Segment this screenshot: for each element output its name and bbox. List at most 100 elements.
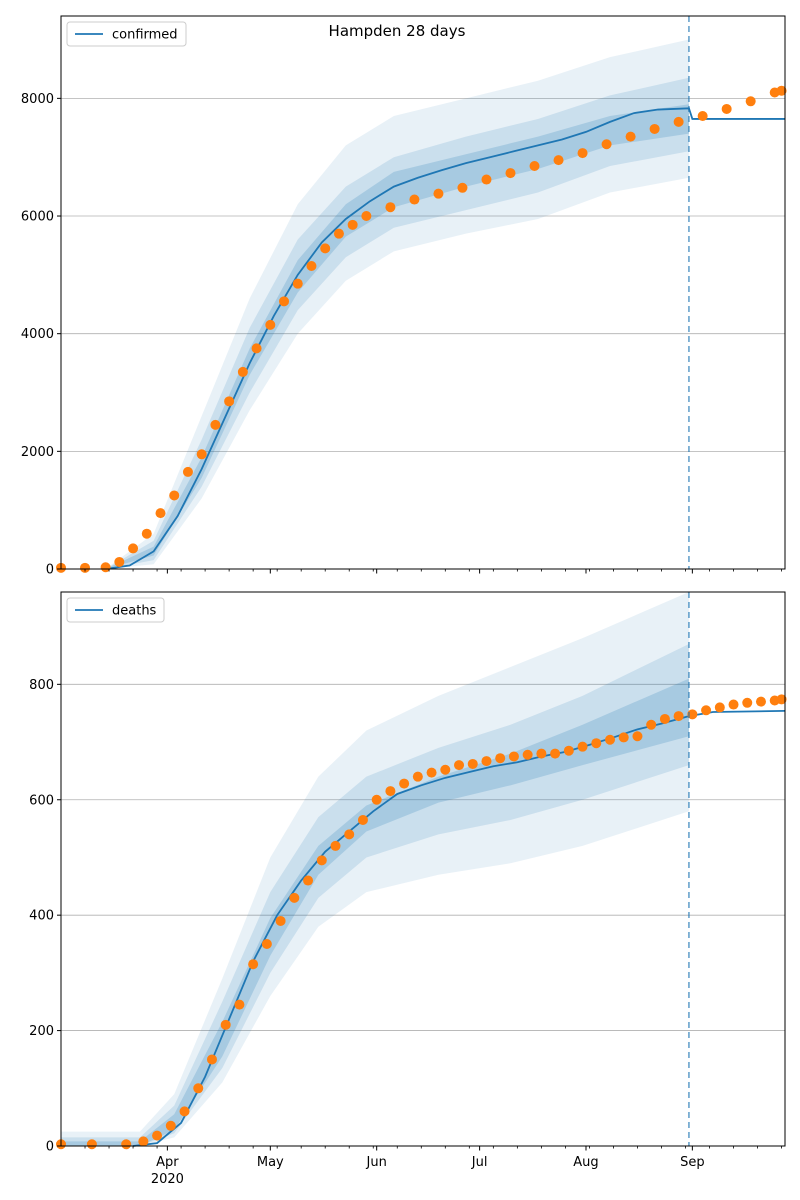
panel-2-observed-point-27 xyxy=(467,758,478,769)
panel-1-observed-point-37 xyxy=(745,96,756,107)
panel-2-observed-point-35 xyxy=(577,741,588,752)
panel-2-observed-point-19 xyxy=(357,814,368,825)
panel-2-frame xyxy=(60,591,786,1147)
panel-1-observed-point-26 xyxy=(481,174,492,185)
panel-2-observed-point-50 xyxy=(776,694,787,705)
panel-2-band-2 xyxy=(61,678,689,1146)
panel-1-observed-point-13 xyxy=(251,343,262,354)
panel-1-ytick-label-3: 6000 xyxy=(21,210,54,225)
panel-2-band-0 xyxy=(61,592,689,1146)
panel-2-observed-point-23 xyxy=(412,771,423,782)
panel-2-observed-point-8 xyxy=(206,1054,217,1065)
panel-2-observed-point-42 xyxy=(673,711,684,722)
panel-2-observed-point-17 xyxy=(330,840,341,851)
panel-2-deaths-line xyxy=(132,709,786,1147)
panel-1-observed-point-9 xyxy=(196,449,207,460)
panel-2-ytick-label-3: 600 xyxy=(29,793,54,808)
panel-1-observed-point-2 xyxy=(100,562,111,573)
panel-2-observed-point-1 xyxy=(86,1139,97,1150)
panel-2-xtick-label-0: Apr xyxy=(156,1155,179,1170)
panel-2-ytick-label-2: 400 xyxy=(29,909,54,924)
panel-1-observed-point-36 xyxy=(721,103,732,114)
panel-1-observed-point-1 xyxy=(80,562,91,573)
panel-1-observed-point-25 xyxy=(457,182,468,193)
panel-1-plot: 0 2000 4000 6000 8000 confirmed xyxy=(21,15,787,578)
panel-2-observed-point-14 xyxy=(289,892,300,903)
panel-2-observed-point-15 xyxy=(303,875,314,886)
panel-1-observed-point-11 xyxy=(224,396,235,407)
panel-2-observed-point-3 xyxy=(138,1136,149,1147)
panel-1-ytick-label-0: 0 xyxy=(46,563,54,578)
panel-2-observed-point-48 xyxy=(755,696,766,707)
panel-2-xtick-label-4: Aug xyxy=(573,1155,598,1170)
panel-1-observed-point-29 xyxy=(553,155,564,166)
panel-2-xtick-label-2: Jun xyxy=(366,1155,387,1170)
panel-2-legend-box xyxy=(66,597,165,623)
panel-1-frame xyxy=(60,15,786,570)
panel-1-confirmed-line xyxy=(105,107,785,570)
panel-2-observed-series xyxy=(56,694,787,1150)
panel-1-observed-point-5 xyxy=(141,528,152,539)
panel-2-observed-point-20 xyxy=(371,794,382,805)
panel-1-band-2 xyxy=(105,104,689,569)
panel-2-observed-point-45 xyxy=(714,702,725,713)
panel-2-observed-point-7 xyxy=(193,1083,204,1094)
panel-2-band-1 xyxy=(61,643,689,1146)
panel-1-observed-point-21 xyxy=(361,211,372,222)
panel-1-observed-point-6 xyxy=(155,508,166,519)
figure-title: Hampden 28 days xyxy=(329,22,466,40)
panel-1-band-1 xyxy=(105,77,689,570)
panel-2-xtick-label-5: Sep xyxy=(680,1155,705,1170)
panel-2-observed-point-44 xyxy=(701,705,712,716)
panel-2-xtick-year-label: 2020 xyxy=(151,1172,184,1187)
panel-2-observed-point-47 xyxy=(742,697,753,708)
panel-1-observed-point-12 xyxy=(237,366,248,377)
panel-2-observed-point-43 xyxy=(687,709,698,720)
panel-2-observed-point-36 xyxy=(591,738,602,749)
panel-1-observed-point-14 xyxy=(265,319,276,330)
panel-2-ytick-label-4: 800 xyxy=(29,678,54,693)
panel-1-observed-point-24 xyxy=(433,188,444,199)
panel-2-observed-point-41 xyxy=(659,713,670,724)
panel-1-observed-point-7 xyxy=(169,490,180,501)
panel-2-observed-point-29 xyxy=(495,753,506,764)
panel-1-legend-label-0: confirmed xyxy=(112,28,178,43)
panel-2-observed-point-2 xyxy=(121,1139,132,1150)
panel-1-observed-point-15 xyxy=(279,296,290,307)
panel-2-observed-point-34 xyxy=(563,745,574,756)
panel-1-observed-point-28 xyxy=(529,161,540,172)
panel-2-observed-point-4 xyxy=(152,1130,163,1141)
panel-2-observed-point-21 xyxy=(385,786,396,797)
panel-2-observed-point-28 xyxy=(481,756,492,767)
panel-2-legend: deaths xyxy=(66,597,165,623)
panel-1-observed-point-22 xyxy=(385,202,396,213)
panel-2-observed-point-40 xyxy=(646,719,657,730)
panel-2-observed-point-6 xyxy=(179,1106,190,1117)
panel-2-legend-label-0: deaths xyxy=(112,604,157,619)
panel-1-observed-point-30 xyxy=(577,148,588,159)
panel-2-observed-point-16 xyxy=(316,855,327,866)
panel-2-observed-point-11 xyxy=(248,959,259,970)
panel-1-observed-point-23 xyxy=(409,194,420,205)
panel-2-observed-point-5 xyxy=(165,1120,176,1131)
panel-1-observed-point-34 xyxy=(673,116,684,127)
panel-2-plot: 0 200 400 600 800 Apr 2020 May Jun Jul Aug Sep death… xyxy=(29,591,787,1187)
panel-1-band-0 xyxy=(105,39,689,569)
panel-2-observed-point-24 xyxy=(426,767,437,778)
panel-1-observed-point-32 xyxy=(625,131,636,142)
panel-1-ytick-label-1: 2000 xyxy=(21,445,54,460)
panel-1-legend: confirmed xyxy=(66,21,187,47)
panel-1-ytick-label-2: 4000 xyxy=(21,327,54,342)
panel-1-ytick-label-4: 8000 xyxy=(21,92,54,107)
panel-2-observed-point-10 xyxy=(234,999,245,1010)
panel-2-observed-point-26 xyxy=(454,760,465,771)
panel-2-observed-point-25 xyxy=(440,764,451,775)
panel-1-observed-point-19 xyxy=(333,228,344,239)
panel-1-observed-point-18 xyxy=(320,243,331,254)
panel-1-legend-box xyxy=(66,21,187,47)
panel-2-observed-point-18 xyxy=(344,829,355,840)
panel-1-observed-point-33 xyxy=(649,123,660,134)
panel-2-observed-point-30 xyxy=(508,751,519,762)
panel-2-xtick-label-3: Jul xyxy=(471,1155,488,1170)
